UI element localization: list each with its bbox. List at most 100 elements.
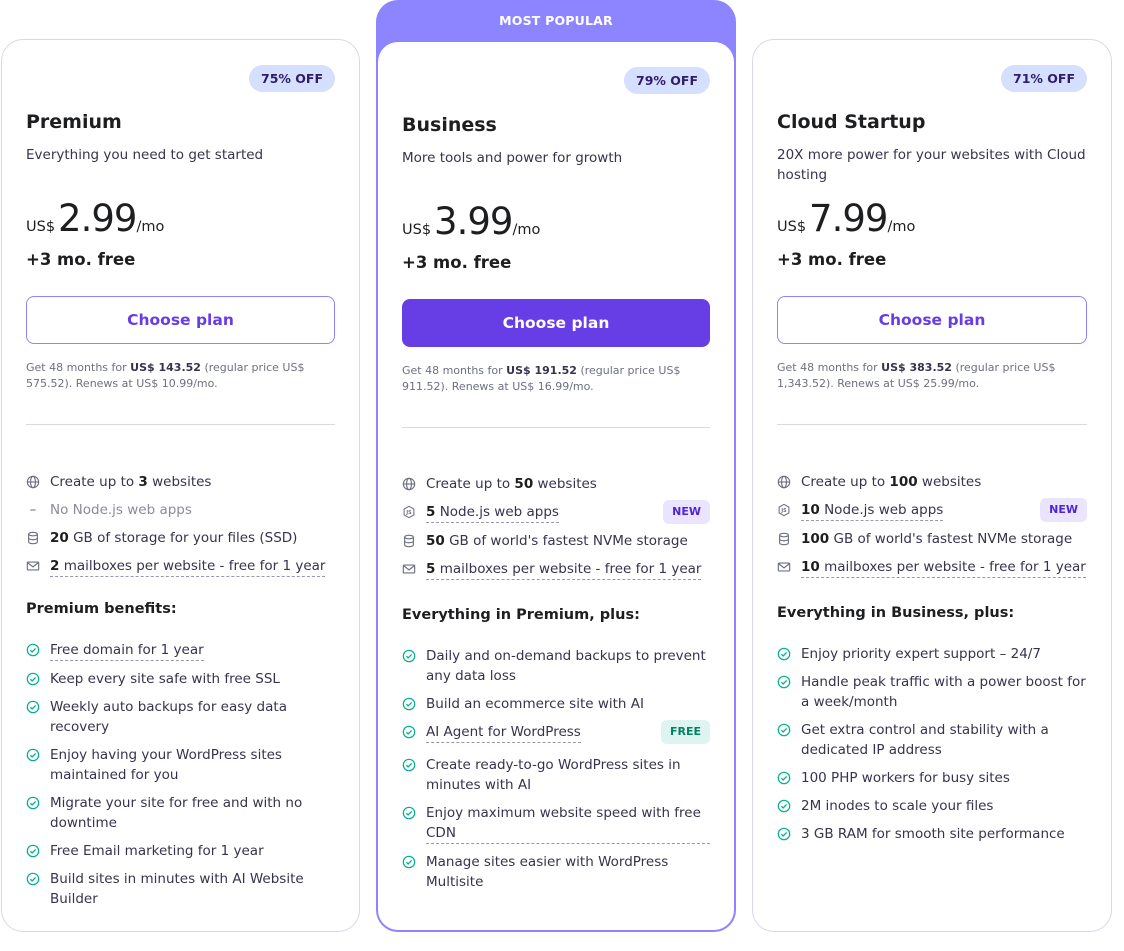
svg-text:JS: JS — [405, 510, 412, 516]
dash-icon — [26, 503, 40, 517]
benefit-item: Daily and on-demand backups to prevent a… — [402, 646, 710, 686]
benefits-title: Premium benefits: — [26, 601, 177, 617]
check-circle-icon — [777, 723, 791, 737]
feature-text[interactable]: mailboxes per website - free for 1 year — [819, 559, 1086, 575]
plan-name: Cloud Startup — [777, 111, 926, 133]
divider — [777, 424, 1087, 425]
benefit-list: Daily and on-demand backups to prevent a… — [402, 646, 710, 892]
benefit-text: Daily and on-demand backups to prevent a… — [426, 648, 706, 684]
price-currency: US$ — [402, 222, 432, 238]
feature-list: Create up to 100 websites JS 10 Node.js … — [777, 472, 1087, 578]
feature-value: 3 — [138, 474, 148, 490]
feature-text: websites — [147, 474, 212, 490]
choose-plan-button[interactable]: Choose plan — [402, 299, 710, 347]
billing-details: Get 48 months for US$ 191.52 (regular pr… — [402, 363, 710, 395]
benefit-item: Free domain for 1 year — [26, 640, 335, 661]
benefit-text: Manage sites easier with WordPress Multi… — [426, 854, 669, 890]
globe-icon — [777, 475, 791, 489]
feature-item: 20 GB of storage for your files (SSD) — [26, 528, 335, 548]
benefit-item: Build sites in minutes with AI Website B… — [26, 869, 335, 909]
feature-text[interactable]: Node.js web apps — [435, 504, 559, 520]
discount-badge: 75% OFF — [249, 65, 335, 92]
benefit-list: Enjoy priority expert support – 24/7 Han… — [777, 644, 1087, 844]
database-icon — [777, 532, 791, 546]
check-circle-icon — [402, 758, 416, 772]
feature-text[interactable]: mailboxes per website - free for 1 year — [59, 558, 326, 574]
mail-icon — [777, 560, 791, 574]
feature-item: 10 mailboxes per website - free for 1 ye… — [777, 557, 1087, 578]
discount-badge: 79% OFF — [624, 67, 710, 94]
benefit-text[interactable]: Free domain for 1 year — [50, 640, 204, 661]
feature-text: Create up to — [426, 476, 515, 492]
benefit-text: Build sites in minutes with AI Website B… — [50, 871, 304, 907]
plan-description: More tools and power for growth — [402, 150, 623, 166]
price-amount: 2.99 — [58, 197, 137, 240]
feature-item: 2 mailboxes per website - free for 1 yea… — [26, 556, 335, 577]
globe-icon — [402, 477, 416, 491]
plan-card-body: 79% OFF Business More tools and power fo… — [378, 42, 734, 930]
discount-badge: 71% OFF — [1001, 65, 1087, 92]
benefit-text[interactable]: AI Agent for WordPress — [426, 722, 581, 743]
feature-item: Create up to 100 websites — [777, 472, 1087, 492]
plan-card-premium: 75% OFF Premium Everything you need to g… — [1, 39, 360, 932]
check-circle-icon — [26, 796, 40, 810]
feature-item: Create up to 3 websites — [26, 472, 335, 492]
billing-suffix: (regular price US$ 575.52). Renews at US… — [26, 361, 305, 390]
feature-value: 10 — [801, 559, 820, 575]
check-circle-icon — [402, 855, 416, 869]
benefit-item: Enjoy having your WordPress sites mainta… — [26, 745, 335, 785]
feature-item: 5 mailboxes per website - free for 1 yea… — [402, 559, 710, 580]
mail-icon — [26, 559, 40, 573]
benefit-text: Enjoy having your WordPress sites mainta… — [50, 747, 282, 783]
globe-icon — [26, 475, 40, 489]
price-currency: US$ — [777, 219, 807, 235]
price-amount: 3.99 — [434, 200, 513, 243]
benefit-item: Free Email marketing for 1 year — [26, 841, 335, 861]
benefit-text[interactable]: Enjoy maximum website speed with free CD… — [426, 803, 710, 844]
free-months: +3 mo. free — [402, 253, 512, 272]
check-circle-icon — [26, 672, 40, 686]
free-months: +3 mo. free — [777, 250, 887, 269]
benefit-item: Handle peak traffic with a power boost f… — [777, 672, 1087, 712]
benefit-text: Keep every site safe with free SSL — [50, 671, 280, 687]
check-circle-icon — [777, 771, 791, 785]
benefit-text: Create ready-to-go WordPress sites in mi… — [426, 757, 681, 793]
feature-text: Create up to — [50, 474, 139, 490]
feature-item: No Node.js web apps — [26, 500, 335, 520]
nodejs-icon: JS — [777, 503, 791, 517]
benefit-item: Build an ecommerce site with AI — [402, 694, 710, 714]
benefit-text: Get extra control and stability with a d… — [801, 722, 1049, 758]
billing-total: US$ 191.52 — [506, 364, 577, 377]
billing-suffix: (regular price US$ 911.52). Renews at US… — [402, 364, 681, 393]
divider — [402, 427, 710, 428]
free-tag: FREE — [660, 720, 710, 744]
plan-price: US$ 7.99 /mo — [777, 197, 1087, 240]
check-circle-icon — [402, 725, 416, 739]
feature-text: Create up to — [801, 474, 890, 490]
feature-value: 2 — [50, 558, 60, 574]
feature-value: 5 — [426, 561, 436, 577]
feature-text[interactable]: mailboxes per website - free for 1 year — [435, 561, 702, 577]
choose-plan-button[interactable]: Choose plan — [777, 296, 1087, 344]
feature-value: 100 — [801, 531, 830, 547]
feature-item: JS 10 Node.js web apps NEW — [777, 498, 1087, 522]
check-circle-icon — [26, 748, 40, 762]
benefit-text: Enjoy priority expert support – 24/7 — [801, 646, 1041, 662]
billing-prefix: Get 48 months for — [777, 361, 882, 374]
price-currency: US$ — [26, 219, 56, 235]
benefit-text: 2M inodes to scale your files — [801, 798, 994, 814]
check-circle-icon — [777, 675, 791, 689]
free-months: +3 mo. free — [26, 250, 136, 269]
plan-card-business: MOST POPULAR 79% OFF Business More tools… — [376, 0, 736, 932]
price-amount: 7.99 — [809, 197, 888, 240]
benefit-item: Enjoy priority expert support – 24/7 — [777, 644, 1087, 664]
feature-text: websites — [917, 474, 982, 490]
feature-value: 10 — [801, 502, 820, 518]
benefit-item: Migrate your site for free and with no d… — [26, 793, 335, 833]
feature-list: Create up to 3 websites No Node.js web a… — [26, 472, 335, 577]
billing-total: US$ 383.52 — [881, 361, 952, 374]
choose-plan-button[interactable]: Choose plan — [26, 296, 335, 344]
feature-item: 50 GB of world's fastest NVMe storage — [402, 531, 710, 551]
feature-text[interactable]: Node.js web apps — [819, 502, 944, 518]
plan-price: US$ 2.99 /mo — [26, 197, 335, 240]
